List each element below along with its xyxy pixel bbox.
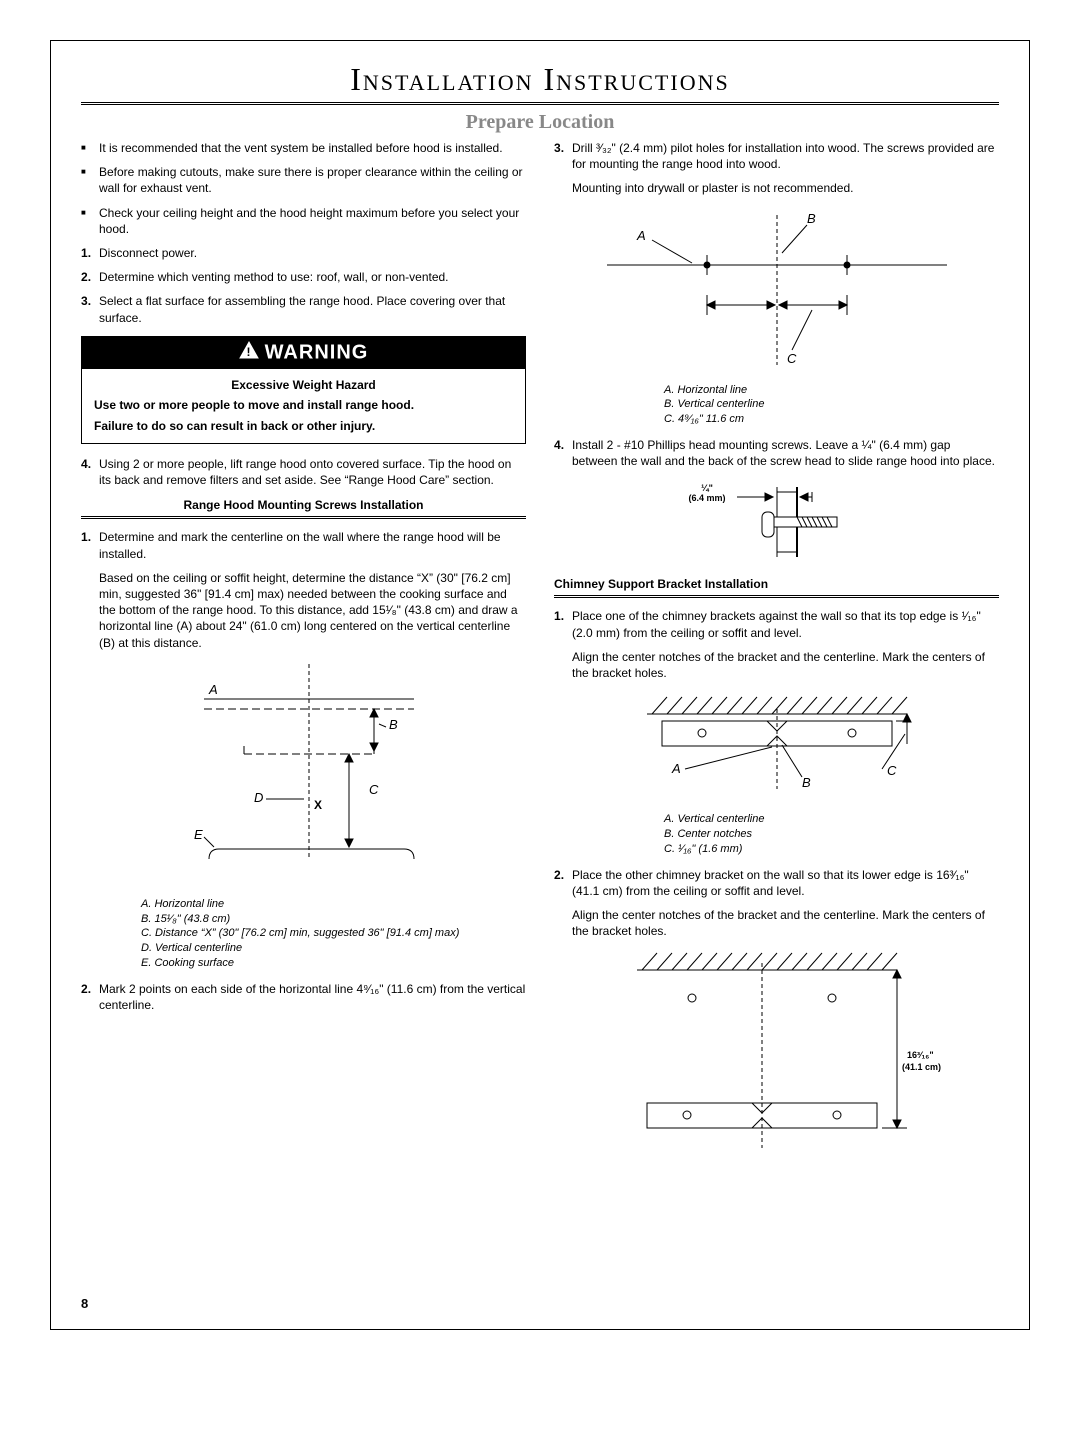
legend-line: C. ¹⁄₁₆" (1.6 mm): [664, 842, 999, 857]
warning-header: ! WARNING: [82, 337, 525, 369]
warning-triangle-icon: !: [239, 341, 259, 365]
diag-label: X: [314, 798, 322, 812]
page-number: 8: [81, 1296, 88, 1311]
diag-label: B: [389, 717, 398, 732]
step-text: Based on the ceiling or soffit height, d…: [99, 570, 526, 651]
step-text: Align the center notches of the bracket …: [572, 907, 999, 939]
warning-heading: Excessive Weight Hazard: [94, 377, 513, 394]
diag-label: 16³⁄₁₆": [907, 1050, 934, 1060]
columns: It is recommended that the vent system b…: [81, 140, 999, 1161]
pilot-holes-diagram: A B C: [597, 205, 957, 375]
steps-b: Using 2 or more people, lift range hood …: [81, 456, 526, 488]
step: Select a flat surface for assembling the…: [81, 293, 526, 325]
svg-text:!: !: [246, 345, 251, 359]
page-border: Installation Instructions Prepare Locati…: [50, 40, 1030, 1330]
legend-line: E. Cooking surface: [141, 956, 526, 971]
step: Place one of the chimney brackets agains…: [554, 608, 999, 681]
diag-label: B: [807, 211, 816, 226]
diag-label: A: [671, 761, 681, 776]
legend-line: A. Horizontal line: [664, 383, 999, 398]
diag4-legend: A. Vertical centerline B. Center notches…: [664, 812, 999, 857]
diag-label: (6.4 mm): [688, 493, 725, 503]
legend-line: B. Vertical centerline: [664, 397, 999, 412]
legend-line: B. Center notches: [664, 827, 999, 842]
step: Drill ³⁄₃₂" (2.4 mm) pilot holes for ins…: [554, 140, 999, 197]
chimney-steps-2: Place the other chimney bracket on the w…: [554, 867, 999, 940]
legend-line: C. Distance “X” (30" [76.2 cm] min, sugg…: [141, 926, 526, 941]
diag-label: C: [887, 763, 897, 778]
subhead-rule: [554, 595, 999, 598]
step-text: Place the other chimney bracket on the w…: [572, 868, 969, 898]
intro-bullets: It is recommended that the vent system b…: [81, 140, 526, 237]
left-column: It is recommended that the vent system b…: [81, 140, 526, 1161]
warning-line: Use two or more people to move and insta…: [94, 397, 513, 414]
diag-label: A: [636, 228, 646, 243]
warning-label: WARNING: [265, 341, 369, 363]
legend-line: C. 4⁹⁄₁₆" 11.6 cm: [664, 412, 999, 427]
title-rule: [81, 102, 999, 105]
right-steps-3: Drill ³⁄₃₂" (2.4 mm) pilot holes for ins…: [554, 140, 999, 197]
chimney-bracket-diagram-1: A B C: [607, 689, 947, 804]
legend-line: B. 15¹⁄₈" (43.8 cm): [141, 912, 526, 927]
subhead-chimney: Chimney Support Bracket Installation: [554, 577, 999, 591]
step: Install 2 - #10 Phillips head mounting s…: [554, 437, 999, 469]
legend-line: A. Vertical centerline: [664, 812, 999, 827]
diag2-legend: A. Horizontal line B. Vertical centerlin…: [664, 383, 999, 428]
mounting-diagram: A B C D X E: [154, 659, 454, 889]
warning-box: ! WARNING Excessive Weight Hazard Use tw…: [81, 336, 526, 444]
step-text: Align the center notches of the bracket …: [572, 649, 999, 681]
step-text: Place one of the chimney brackets agains…: [572, 609, 981, 639]
step: Mark 2 points on each side of the horizo…: [81, 981, 526, 1013]
bullet: Check your ceiling height and the hood h…: [81, 205, 526, 237]
right-column: Drill ³⁄₃₂" (2.4 mm) pilot holes for ins…: [554, 140, 999, 1161]
chimney-steps-1: Place one of the chimney brackets agains…: [554, 608, 999, 681]
step: Place the other chimney bracket on the w…: [554, 867, 999, 940]
diag-label: C: [369, 782, 379, 797]
step-text: Mounting into drywall or plaster is not …: [572, 180, 999, 196]
chimney-bracket-diagram-2: 16³⁄₁₆" (41.1 cm): [607, 948, 947, 1153]
step: Disconnect power.: [81, 245, 526, 261]
legend-line: A. Horizontal line: [141, 897, 526, 912]
step: Determine which venting method to use: r…: [81, 269, 526, 285]
diag1-legend: A. Horizontal line B. 15¹⁄₈" (43.8 cm) C…: [141, 897, 526, 971]
bullet: Before making cutouts, make sure there i…: [81, 164, 526, 196]
diag-label: E: [194, 827, 203, 842]
mount-steps: Determine and mark the centerline on the…: [81, 529, 526, 650]
screw-gap-diagram: ¼" (6.4 mm): [677, 477, 877, 567]
page-title: Installation Instructions: [81, 61, 999, 98]
diag-label: C: [787, 351, 797, 366]
warning-line: Failure to do so can result in back or o…: [94, 418, 513, 435]
bullet: It is recommended that the vent system b…: [81, 140, 526, 156]
diag-label: ¼": [701, 483, 713, 493]
step: Determine and mark the centerline on the…: [81, 529, 526, 650]
warning-body: Excessive Weight Hazard Use two or more …: [82, 369, 525, 443]
diag-label: (41.1 cm): [902, 1062, 941, 1072]
legend-line: D. Vertical centerline: [141, 941, 526, 956]
step: Using 2 or more people, lift range hood …: [81, 456, 526, 488]
steps-a: Disconnect power. Determine which ventin…: [81, 245, 526, 326]
section-title: Prepare Location: [81, 111, 999, 134]
subhead-rule: [81, 516, 526, 519]
mount-steps-2: Mark 2 points on each side of the horizo…: [81, 981, 526, 1013]
right-steps-4: Install 2 - #10 Phillips head mounting s…: [554, 437, 999, 469]
diag-label: B: [802, 775, 811, 790]
step-text: Drill ³⁄₃₂" (2.4 mm) pilot holes for ins…: [572, 141, 994, 171]
diag-label: A: [208, 682, 218, 697]
step-text: Determine and mark the centerline on the…: [99, 530, 501, 560]
diag-label: D: [254, 790, 263, 805]
subhead-mounting: Range Hood Mounting Screws Installation: [81, 498, 526, 512]
